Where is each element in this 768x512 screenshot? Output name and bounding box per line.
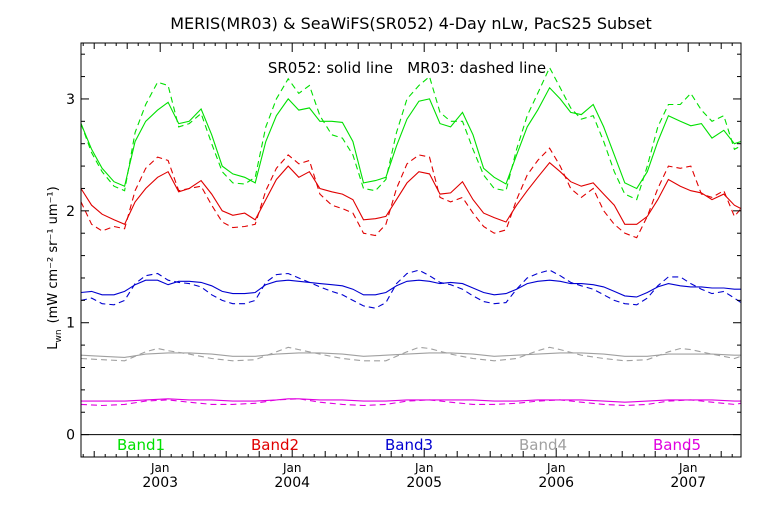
y-axis-label: Lwn (mW cm⁻² sr⁻¹ um⁻¹) bbox=[46, 186, 64, 349]
svg-text:Lwn(mW cm⁻² sr⁻¹ um⁻¹): Lwn (mW cm⁻² sr⁻¹ um⁻¹) bbox=[46, 186, 64, 349]
x-tick-label-year: 2003 bbox=[142, 475, 178, 491]
line-style-annotation: SR052: solid line MR03: dashed line bbox=[268, 59, 546, 77]
series-band3-mr03 bbox=[80, 269, 742, 309]
y-axis-label-subscript: wn bbox=[54, 329, 64, 342]
y-tick-label: 1 bbox=[66, 316, 75, 332]
legend-band5: Band5 bbox=[653, 436, 701, 454]
legend-band2: Band2 bbox=[251, 436, 299, 454]
x-tick-label-month: Jan bbox=[150, 461, 170, 475]
x-tick-label-month: Jan bbox=[678, 461, 698, 475]
x-tick-label-month: Jan bbox=[282, 461, 302, 475]
series-band3-sr052 bbox=[80, 279, 741, 298]
x-tick-label-year: 2004 bbox=[274, 475, 310, 491]
series-band2-sr052 bbox=[80, 161, 742, 226]
series-band4-sr052 bbox=[80, 352, 741, 358]
series-layer bbox=[80, 66, 742, 407]
y-tick-label: 2 bbox=[66, 204, 75, 220]
x-tick-label-month: Jan bbox=[414, 461, 434, 475]
series-band1-mr03 bbox=[80, 66, 742, 201]
series-band5-mr03 bbox=[80, 398, 742, 407]
chart-title: MERIS(MR03) & SeaWiFS(SR052) 4-Day nLw, … bbox=[170, 14, 651, 33]
legend: Band1 Band2 Band3 Band4 Band5 bbox=[117, 436, 701, 454]
series-band1-sr052 bbox=[80, 86, 742, 190]
y-axis-label-units: (mW cm⁻² sr⁻¹ um⁻¹) bbox=[46, 186, 61, 323]
legend-band4: Band4 bbox=[519, 436, 567, 454]
y-tick-label: 0 bbox=[66, 428, 75, 444]
y-tick-label: 3 bbox=[66, 92, 75, 108]
x-tick-label-year: 2007 bbox=[670, 475, 706, 491]
plot-frame bbox=[80, 42, 742, 458]
x-tick-label-year: 2006 bbox=[538, 475, 574, 491]
series-band4-mr03 bbox=[80, 346, 742, 362]
y-axis-label-symbol: L bbox=[46, 342, 61, 350]
x-tick-label-year: 2005 bbox=[406, 475, 442, 491]
series-band5-sr052 bbox=[81, 398, 741, 403]
legend-band3: Band3 bbox=[385, 436, 433, 454]
legend-band1: Band1 bbox=[117, 436, 165, 454]
series-band2-mr03 bbox=[80, 147, 742, 239]
x-tick-label-month: Jan bbox=[546, 461, 566, 475]
